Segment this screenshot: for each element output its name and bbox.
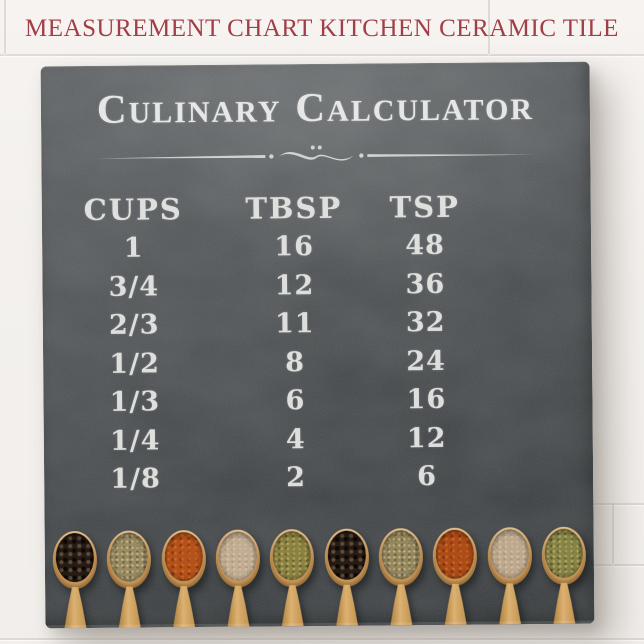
spoon-peppercorns [322, 528, 371, 626]
spoon-bowl [52, 530, 98, 590]
flourish-icon [96, 145, 535, 161]
divider-ornament [41, 139, 590, 177]
cell-tsp: 32 [405, 306, 446, 339]
grout-line [0, 638, 644, 640]
spoon-green-herbs [268, 529, 317, 626]
spoon-bowl [487, 527, 532, 586]
spoon-bowl [378, 528, 424, 587]
spice-light-powder [218, 531, 258, 581]
spice-green-herbs [272, 531, 312, 581]
spice-dried-herbs [109, 532, 149, 582]
spice-paprika [164, 532, 203, 582]
spoon-bowl [215, 529, 261, 588]
spoon-handle [390, 584, 412, 625]
spoon-dried-herbs [377, 528, 426, 625]
spice-dried-herbs [381, 530, 421, 580]
cell-cups: 1/8 [110, 463, 161, 495]
spice-paprika [435, 529, 475, 579]
cell-cups: 1 [123, 232, 144, 264]
spoon-handle [553, 583, 575, 624]
spoon-light-powder [485, 527, 534, 624]
spoon-handle [336, 585, 358, 626]
cell-cups: 1/3 [109, 386, 161, 418]
grout-line [4, 0, 6, 54]
spoon-handle [64, 587, 86, 628]
cell-tbsp: 11 [274, 308, 315, 340]
spice-peppercorns [327, 530, 366, 580]
cell-cups: 1/2 [109, 347, 160, 380]
spoon-handle [281, 585, 303, 626]
cell-cups: 2/3 [108, 309, 160, 341]
board-title-word: Culinary [96, 85, 282, 132]
spoon-bowl [541, 526, 587, 586]
spoon-handle [173, 586, 195, 627]
column-header-tsp: TSP [389, 189, 461, 225]
spoon-handle [118, 587, 140, 628]
column-header-cups: CUPS [83, 192, 183, 228]
spoon-bowl [432, 527, 478, 586]
spoon-paprika [159, 529, 208, 627]
measurement-table: CUPS TBSP TSP 1 16 48 3/4 12 36 2/3 11 3… [42, 186, 594, 500]
cell-tbsp: 6 [285, 385, 306, 417]
spoon-handle [444, 584, 466, 625]
cell-tsp: 6 [417, 460, 438, 493]
spoon-dried-herbs [105, 530, 154, 627]
spoon-bowl [324, 528, 369, 587]
cell-tbsp: 8 [285, 346, 306, 378]
spoon-bowl [106, 530, 152, 589]
page-title: MEASUREMENT CHART KITCHEN CERAMIC TILE [25, 15, 619, 42]
board-title: Culinary Calculator [41, 82, 590, 138]
spice-peppercorns [55, 532, 95, 583]
grout-line [612, 503, 614, 564]
spoon-paprika [431, 527, 480, 625]
grout-line [588, 564, 644, 566]
grout-line [588, 503, 644, 505]
cell-cups: 3/4 [108, 270, 160, 303]
spoon-bowl [269, 529, 315, 588]
cell-tsp: 16 [406, 383, 447, 416]
spice-green-herbs [544, 528, 583, 579]
cell-tsp: 36 [405, 268, 446, 300]
spoon-green-herbs [540, 526, 589, 624]
column-header-tbsp: TBSP [245, 190, 343, 226]
cell-tsp: 24 [406, 345, 446, 377]
cell-cups: 1/4 [109, 424, 161, 457]
spice-light-powder [490, 529, 529, 579]
cell-tbsp: 2 [286, 462, 307, 494]
cell-tbsp: 16 [274, 231, 315, 263]
spoon-bowl [161, 529, 206, 589]
cell-tbsp: 12 [274, 269, 315, 301]
spoon-handle [499, 583, 521, 624]
board-title-word: Calculator [295, 83, 535, 131]
spoon-light-powder [214, 529, 263, 626]
grout-line [0, 54, 644, 56]
chalkboard-tile: Culinary Calculator CUPS TBSP TSP 1 16 48… [40, 61, 595, 629]
cell-tsp: 12 [406, 422, 447, 454]
cell-tsp: 48 [405, 229, 445, 262]
spice-spoons-row [45, 526, 595, 629]
grout-line [488, 0, 490, 54]
spoon-handle [227, 586, 249, 627]
spoon-peppercorns [51, 530, 100, 628]
cell-tbsp: 4 [285, 423, 306, 455]
